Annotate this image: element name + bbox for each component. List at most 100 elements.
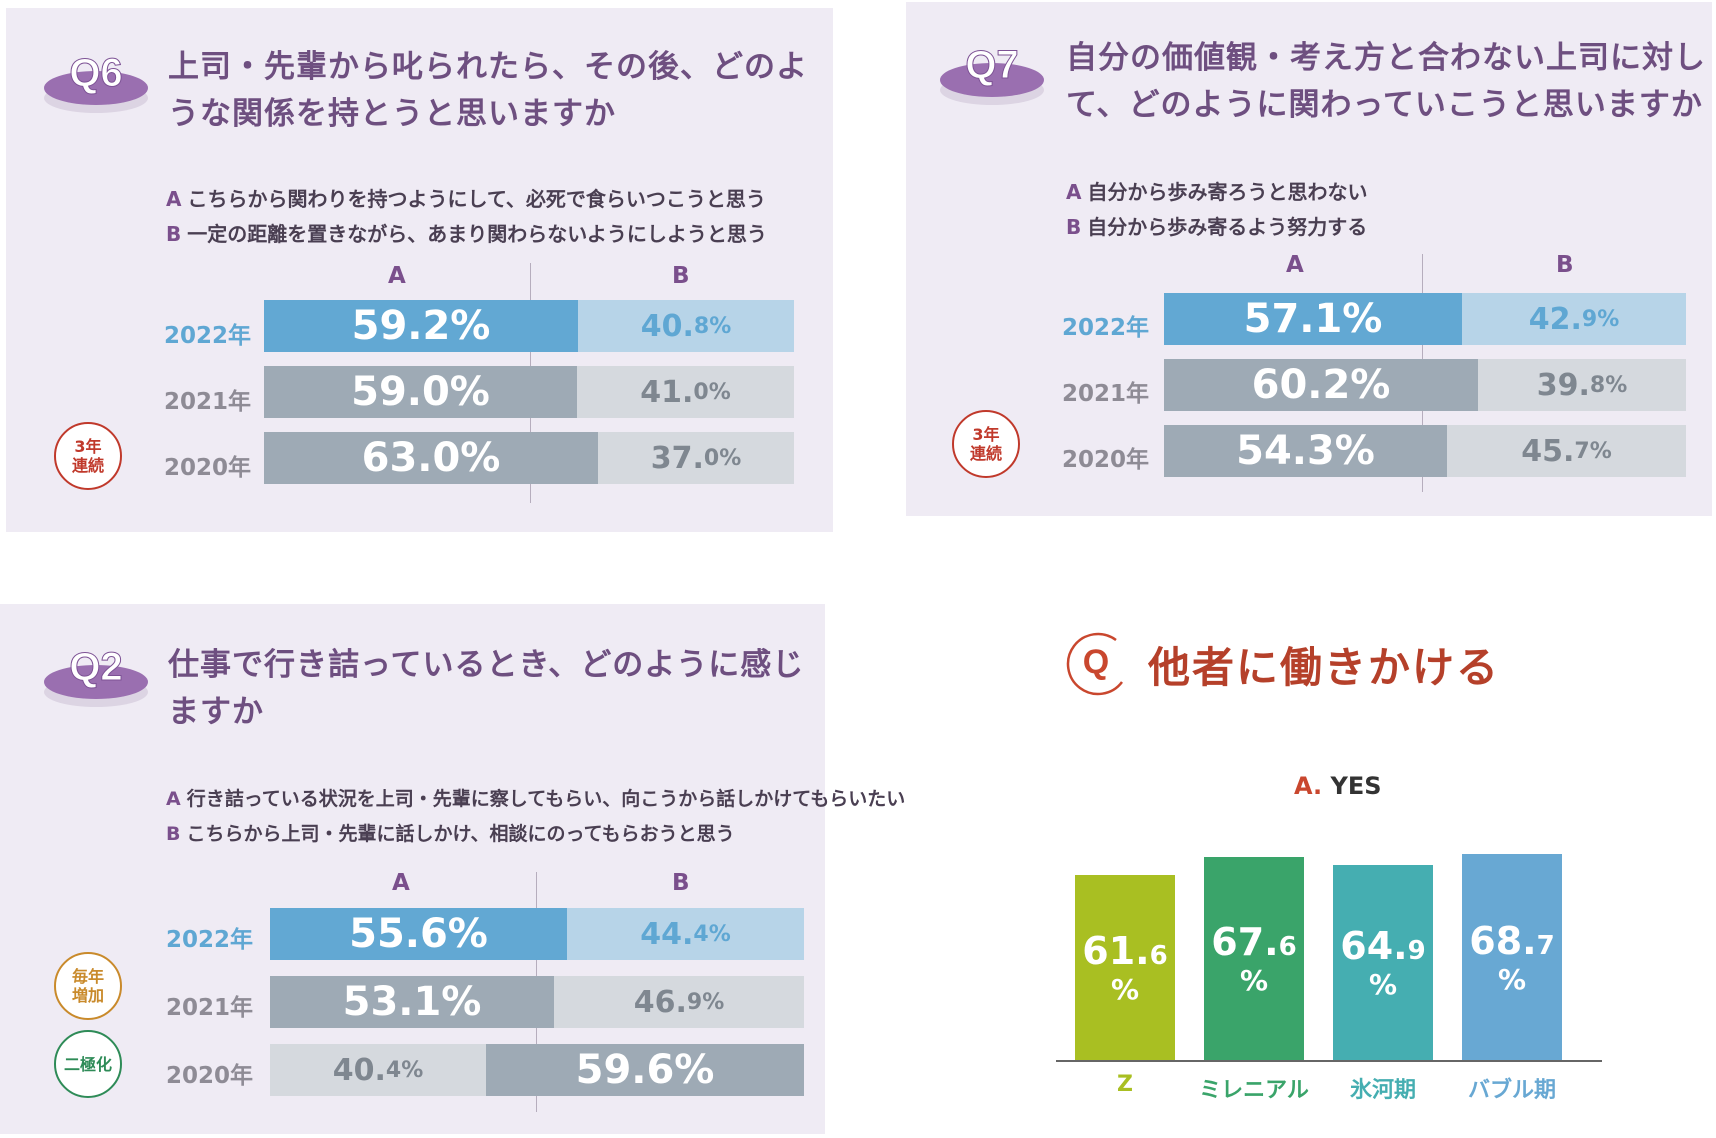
option-b-text: 自分から歩み寄るよう努力する <box>1087 215 1368 239</box>
option-a: A 行き詰っている状況を上司・先輩に察してもらい、向こうから話しかけてもらいたい <box>166 782 905 817</box>
badge-polarization: 二極化 <box>54 1030 122 1098</box>
option-b-key: B <box>166 823 181 845</box>
bar-segment-a: 40. 4% <box>270 1044 486 1096</box>
column-header-b: B <box>672 870 690 896</box>
category-label: Z <box>1117 1072 1133 1097</box>
bar-segment-a: 55.6% <box>270 908 567 960</box>
answer-text: YES <box>1330 772 1382 800</box>
bar-value-decimal: 8% <box>693 313 732 339</box>
year-label: 2020年 <box>164 455 252 481</box>
bar-value-label: 59.0% <box>351 369 490 415</box>
year-label: 2021年 <box>1062 381 1150 407</box>
bar-value-unit: % <box>1497 962 1527 996</box>
column-header-a: A <box>388 263 406 289</box>
question-title-line-1: 自分の価値観・考え方と合わない上司に対し <box>1066 40 1706 76</box>
option-b-key: B <box>166 222 182 246</box>
bar-value-decimal: 6 <box>1149 941 1168 971</box>
bar-value-label: 40. <box>640 308 694 344</box>
bar-value-label: 42. <box>1528 301 1582 337</box>
question-title-line-2: うな関係を持とうと思いますか <box>168 96 616 132</box>
bar-value-label: 60.2% <box>1251 362 1391 408</box>
bar-value-label: 37. <box>650 440 704 476</box>
bar-value-decimal: 4% <box>693 921 731 947</box>
bar-segment-a: 57.1% <box>1164 293 1462 345</box>
badge-line: 毎年 <box>71 967 104 986</box>
badge-3-year: 3年 連続 <box>952 410 1020 478</box>
bar-value-label: 55.6% <box>349 911 488 957</box>
option-a: A 自分から歩み寄ろうと思わない <box>1066 175 1367 210</box>
bar-segment-b: 45. 7% <box>1447 425 1686 477</box>
column-header-a: A <box>1286 252 1304 278</box>
year-label: 2022年 <box>166 927 254 953</box>
bar-segment-a: 59.0% <box>264 366 577 418</box>
badge-3-year: 3年 連続 <box>54 422 122 490</box>
bar-value-decimal: 4% <box>385 1057 424 1083</box>
q-circle-icon: Q <box>1066 632 1123 696</box>
badge-line: 増加 <box>71 986 104 1005</box>
year-label: 2020年 <box>1062 447 1150 473</box>
generation-bar: 61.6% <box>1075 875 1175 1060</box>
bar-value-decimal: 6 <box>1278 932 1297 962</box>
bar-value-label: 68.7 <box>1469 918 1555 963</box>
option-b-text: こちらから上司・先輩に話しかけ、相談にのってもらおうと思う <box>186 823 735 845</box>
generation-bar: 64.9% <box>1333 865 1433 1060</box>
option-b: B 一定の距離を置きながら、あまり関わらないようにしようと思う <box>166 217 767 252</box>
bar-value-label: 41. <box>640 374 694 410</box>
bar-value-label: 39. <box>1536 367 1590 403</box>
badge-line: 連続 <box>71 456 104 475</box>
year-label: 2020年 <box>166 1063 254 1089</box>
question-title-line-2: て、どのように関わっていこうと思いますか <box>1066 87 1703 123</box>
bar-value-label: 57.1% <box>1243 296 1383 342</box>
bar-value-label: 40. <box>332 1052 386 1088</box>
option-b: B 自分から歩み寄るよう努力する <box>1066 210 1367 245</box>
option-a-key: A <box>166 788 181 810</box>
bar-segment-b: 41. 0% <box>577 366 794 418</box>
column-header-b: B <box>672 263 690 289</box>
bar-value-label: 59.6% <box>575 1047 715 1093</box>
option-a-text: 自分から歩み寄ろうと思わない <box>1087 180 1368 204</box>
bar-value-decimal: 0% <box>703 445 742 471</box>
chart-title: 他者に働きかける <box>1148 643 1501 692</box>
bar-value-label: 59.2% <box>351 303 491 349</box>
category-label: ミレニアル <box>1199 1078 1309 1103</box>
question-tag: Q2 <box>69 645 122 689</box>
column-header-a: A <box>392 870 410 896</box>
bar-segment-b: 37. 0% <box>598 432 794 484</box>
option-b-key: B <box>1066 215 1082 239</box>
question-disc-icon: Q7 <box>940 43 1044 105</box>
badge-yearly-increase: 毎年 増加 <box>54 952 122 1020</box>
bar-value-label: 64.9 <box>1340 924 1426 968</box>
q-letter: Q <box>1083 643 1109 681</box>
bar-value-label: 67.6 <box>1211 920 1297 964</box>
bar-value-unit: % <box>1368 968 1398 1001</box>
bar-segment-b: 59.6% <box>486 1044 804 1096</box>
option-b: B こちらから上司・先輩に話しかけ、相談にのってもらおうと思う <box>166 817 905 852</box>
question-tag: Q6 <box>69 51 122 95</box>
bar-value-decimal: 9 <box>1407 936 1426 966</box>
year-label: 2022年 <box>164 323 252 349</box>
option-b-text: 一定の距離を置きながら、あまり関わらないようにしようと思う <box>187 222 767 246</box>
panel-q7: Q7 自分の価値観・考え方と合わない上司に対し て、どのように関わっていこうと思… <box>906 2 1712 516</box>
bar-value-decimal: 7 <box>1536 930 1555 961</box>
badge-line: 3年 <box>74 437 102 456</box>
answer-legend: A. YES <box>1294 772 1382 800</box>
question-tag: Q7 <box>965 43 1018 87</box>
generation-bar: 67.6% <box>1204 857 1304 1060</box>
bar-value-label: 45. <box>1521 433 1575 469</box>
option-a-key: A <box>1066 180 1082 204</box>
generation-chart: Q 他者に働きかける A. YES 61.6% Z 67.6% ミレニアル 64.9% 氷… <box>1040 620 1680 1120</box>
bar-segment-a: 53.1% <box>270 976 554 1028</box>
question-title-line-2: ますか <box>168 694 264 730</box>
option-a-text: 行き詰っている状況を上司・先輩に察してもらい、向こうから話しかけてもらいたい <box>186 788 906 810</box>
badge-line: 連続 <box>969 444 1002 463</box>
category-label: 氷河期 <box>1349 1078 1416 1103</box>
bar-segment-a: 60.2% <box>1164 359 1478 411</box>
generation-bar: 68.7% <box>1462 854 1562 1060</box>
column-header-b: B <box>1556 252 1574 278</box>
year-label: 2021年 <box>166 995 254 1021</box>
answer-key: A. <box>1294 772 1323 800</box>
panel-q6: Q6 上司・先輩から叱られたら、その後、どのよ うな関係を持とうと思いますか A… <box>6 8 833 532</box>
question-title-line-1: 仕事で行き詰っているとき、どのように感じ <box>168 647 805 683</box>
bar-value-label: 46. <box>633 984 687 1020</box>
bar-value-decimal: 8% <box>1589 372 1628 398</box>
